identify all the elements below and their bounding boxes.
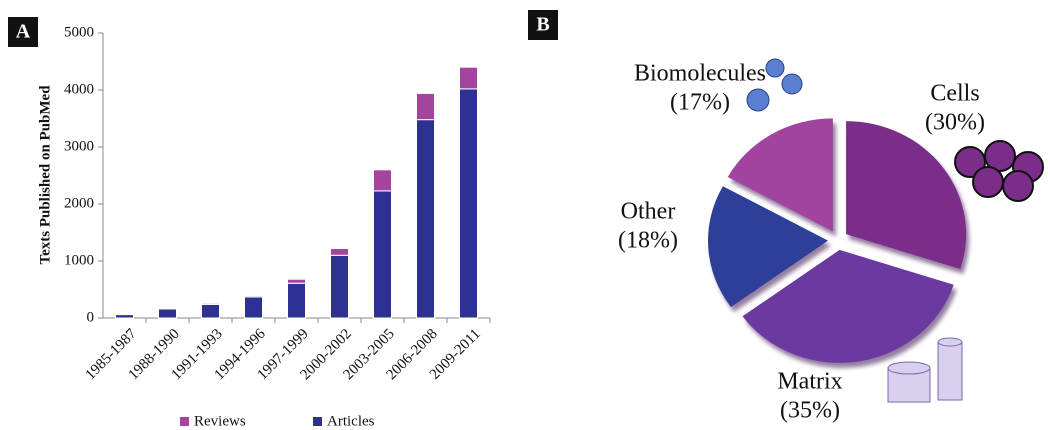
slice-label: Matrix [777, 369, 842, 395]
bar-segment [373, 190, 392, 319]
biomolecule-icon [746, 58, 803, 112]
cell-icon [954, 140, 1044, 202]
panel-label-box [8, 17, 38, 47]
legend-swatch [313, 417, 322, 426]
pie-slice [708, 186, 829, 308]
pie-slice [742, 249, 954, 363]
bar-segment [115, 314, 134, 319]
y-tick-label: 3000 [64, 138, 94, 154]
slice-label: Biomolecules [634, 61, 766, 87]
bar-segment [244, 295, 263, 298]
bar-segment [416, 92, 435, 121]
slice-value-label: (17%) [670, 90, 730, 116]
y-tick-label: 5000 [64, 24, 94, 40]
bar-segment [201, 303, 220, 319]
panel-label-box [528, 10, 558, 40]
y-tick-label: 0 [87, 309, 95, 325]
panel-label: B [536, 14, 549, 36]
y-tick-label: 4000 [64, 81, 94, 97]
slice-value-label: (35%) [780, 398, 840, 424]
legend-label: Reviews [194, 413, 246, 429]
bar-segment [158, 308, 177, 319]
y-tick-label: 2000 [64, 195, 94, 211]
pie-slice [846, 121, 967, 270]
y-axis-label: Texts Published on PubMed [37, 85, 53, 265]
slice-label: Other [621, 199, 676, 225]
bar-segment [287, 278, 306, 284]
bar-segment [373, 169, 392, 192]
bar-segment [158, 307, 177, 310]
bar-segment [244, 296, 263, 319]
panel-label: A [16, 21, 31, 43]
bar-segment [330, 254, 349, 319]
bar-segment [330, 247, 349, 256]
bar-segment [201, 302, 220, 305]
slice-value-label: (30%) [925, 110, 985, 136]
slice-value-label: (18%) [618, 228, 678, 254]
pie-slice [727, 118, 833, 232]
bar-segment [287, 282, 306, 319]
bar-segment [115, 313, 134, 316]
legend-label: Articles [327, 413, 375, 429]
bar-segment [459, 66, 478, 90]
matrix-icon [887, 337, 963, 403]
slice-label: Cells [930, 81, 979, 107]
bar-segment [459, 88, 478, 319]
y-tick-label: 1000 [64, 252, 94, 268]
legend-swatch [180, 417, 189, 426]
bar-segment [416, 119, 435, 319]
